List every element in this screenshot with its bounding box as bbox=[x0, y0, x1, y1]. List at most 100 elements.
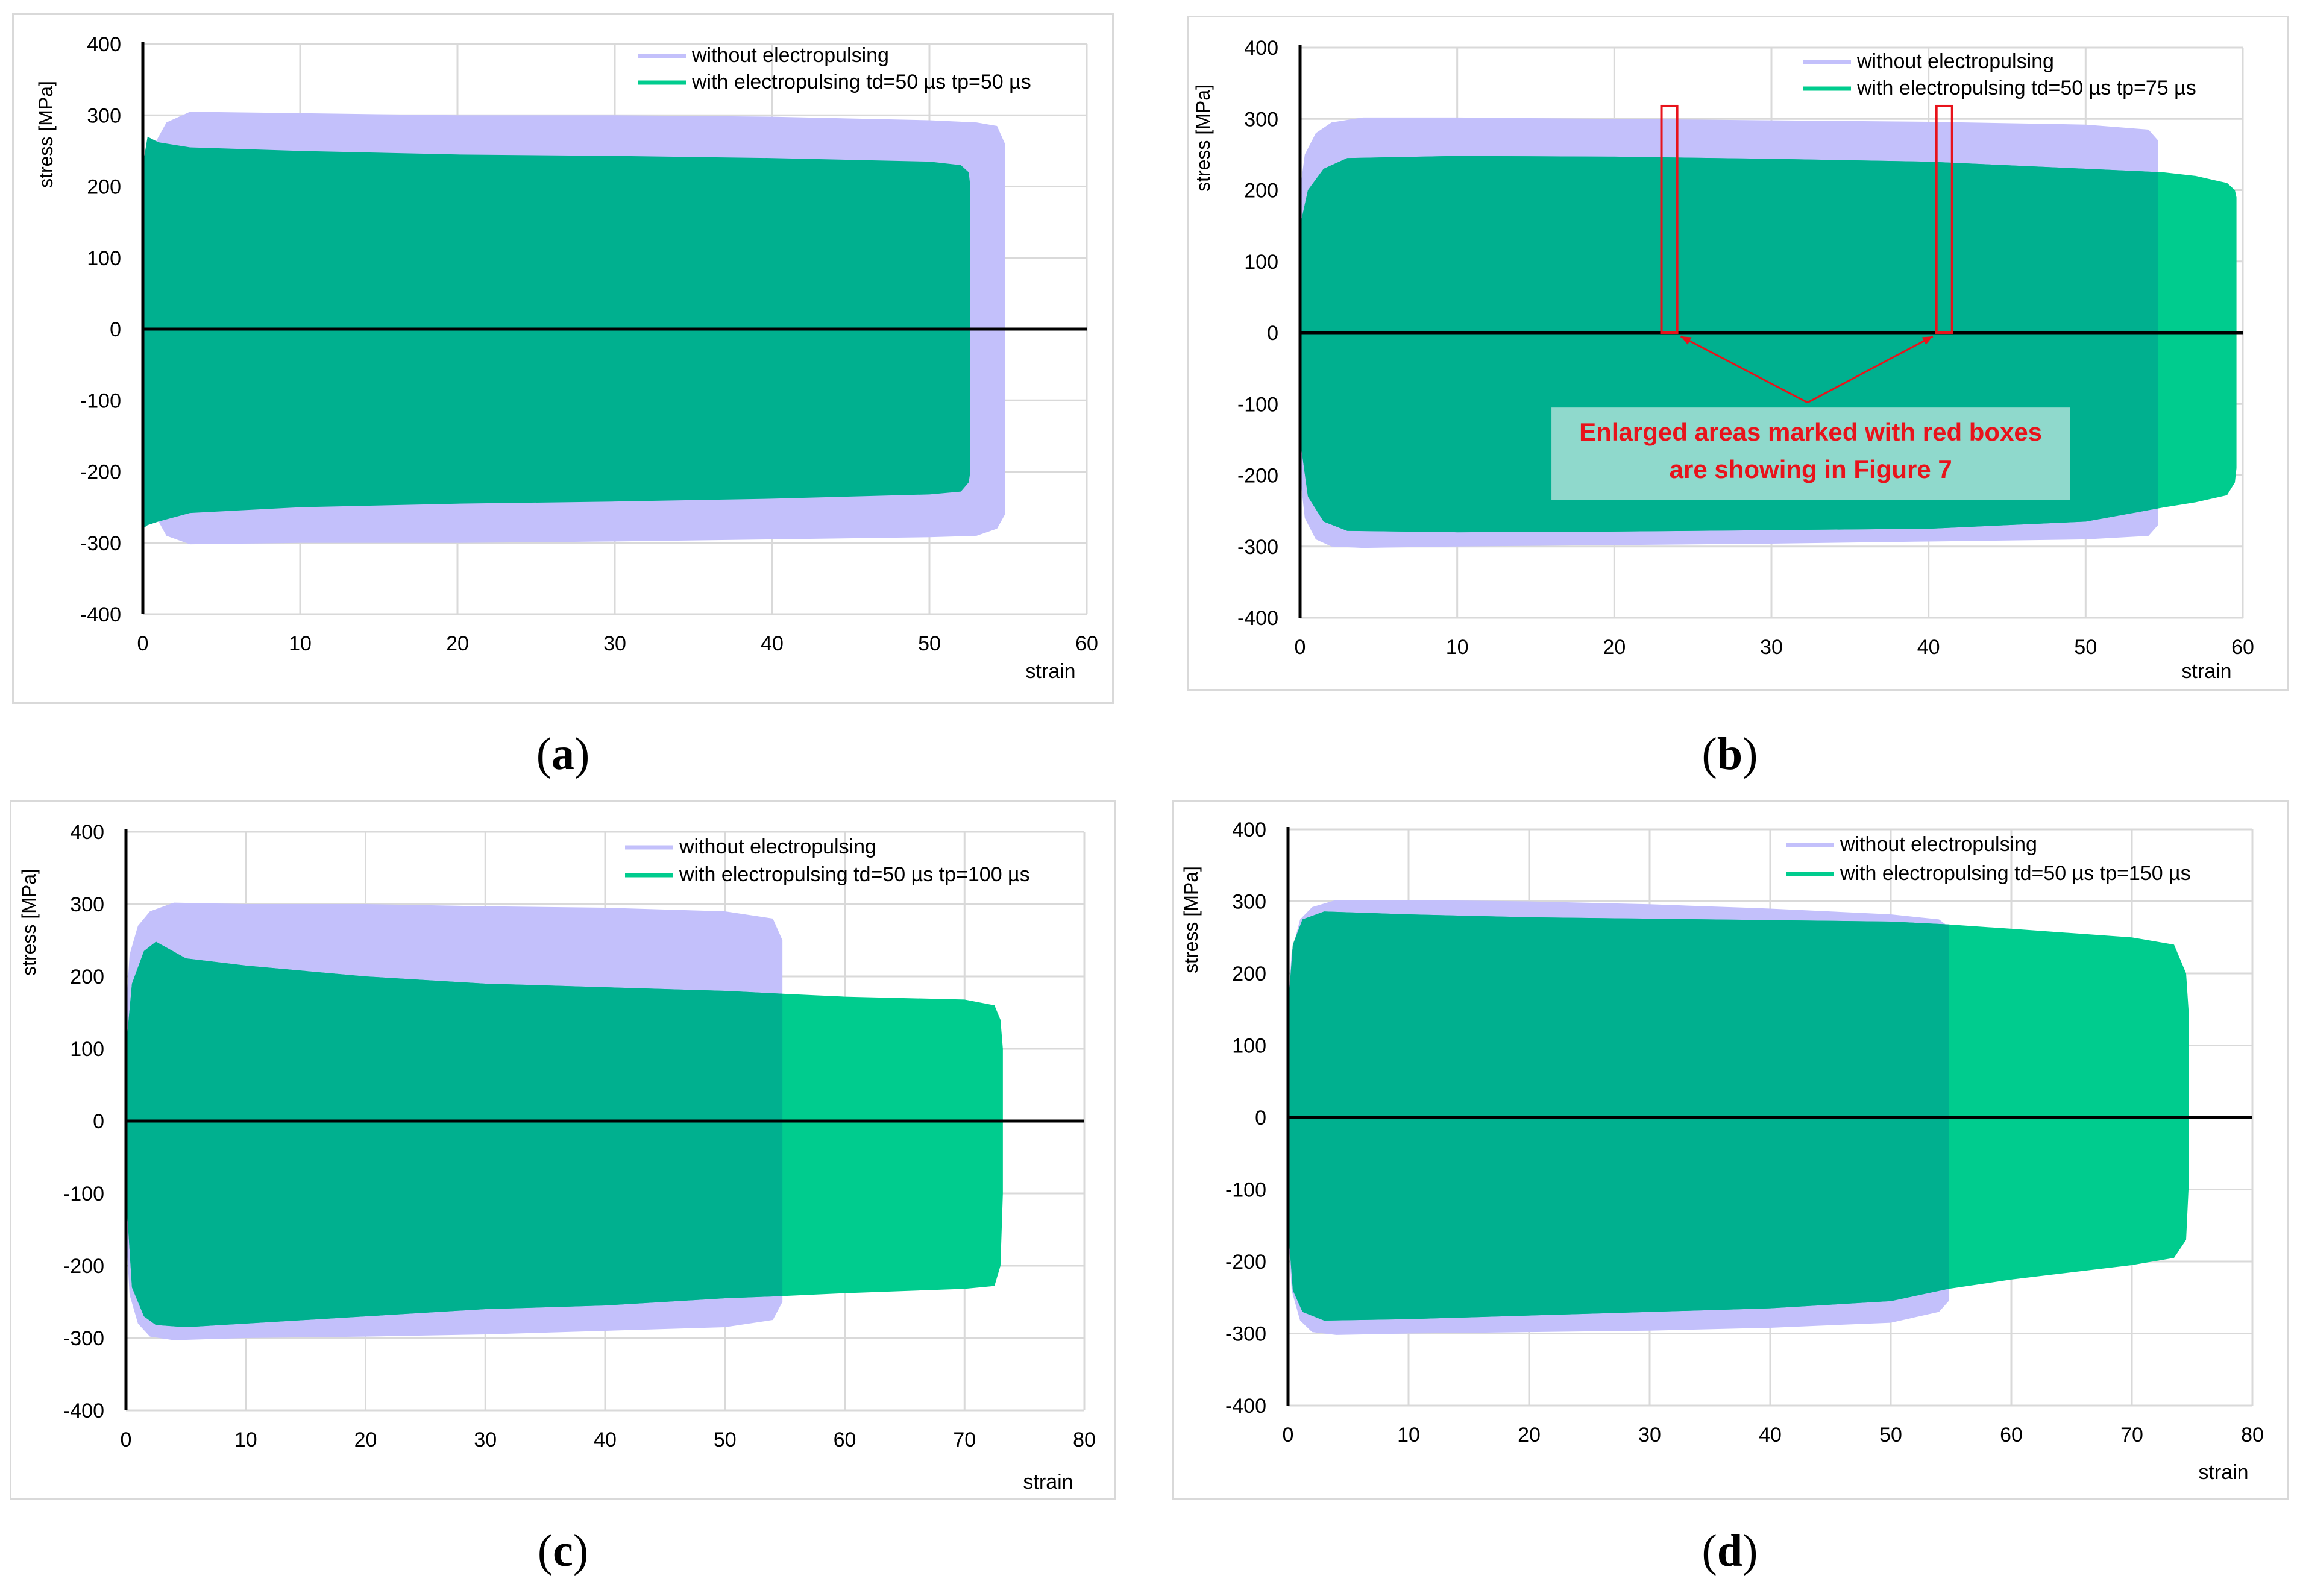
x-tick-label-c: 80 bbox=[1073, 1428, 1096, 1451]
y-tick-label-b: 0 bbox=[1267, 322, 1278, 345]
x-tick-label-a: 30 bbox=[603, 632, 626, 655]
y-tick-label-c: 300 bbox=[70, 893, 104, 916]
y-tick-label-d: -200 bbox=[1225, 1251, 1266, 1274]
y-tick-label-a: -200 bbox=[80, 461, 121, 484]
y-tick-label-b: -400 bbox=[1237, 607, 1278, 630]
y-tick-label-a: 300 bbox=[87, 104, 121, 127]
caption-c: (c) bbox=[537, 1525, 589, 1576]
y-tick-label-b: -300 bbox=[1237, 536, 1278, 559]
y-tick-label-a: 100 bbox=[87, 247, 121, 270]
y-tick-label-d: -400 bbox=[1225, 1395, 1266, 1418]
x-tick-label-b: 40 bbox=[1917, 636, 1940, 659]
x-tick-label-a: 10 bbox=[289, 632, 312, 655]
caption-d: (d) bbox=[1702, 1525, 1758, 1576]
y-tick-label-a: -300 bbox=[80, 532, 121, 555]
caption-b: (b) bbox=[1702, 729, 1758, 779]
y-tick-label-a: 0 bbox=[110, 318, 121, 341]
x-tick-label-a: 40 bbox=[761, 632, 784, 655]
y-tick-label-b: -100 bbox=[1237, 393, 1278, 416]
annotation-arrow-line-b bbox=[1807, 335, 1934, 404]
annotation-note-box-b bbox=[1551, 407, 2070, 500]
legend-label-c: with electropulsing td=50 µs tp=100 µs bbox=[679, 863, 1030, 886]
series-area-with-electropulsing-c bbox=[126, 941, 783, 1327]
legend-label-b: without electropulsing bbox=[1856, 50, 2054, 73]
y-tick-label-a: 200 bbox=[87, 176, 121, 199]
y-tick-label-c: 200 bbox=[70, 966, 104, 988]
x-tick-label-a: 60 bbox=[1075, 632, 1098, 655]
legend-label-d: with electropulsing td=50 µs tp=150 µs bbox=[1840, 862, 2191, 885]
x-tick-label-c: 50 bbox=[714, 1428, 737, 1451]
x-tick-label-d: 40 bbox=[1759, 1424, 1782, 1447]
x-tick-label-a: 50 bbox=[918, 632, 941, 655]
legend-label-a: without electropulsing bbox=[691, 44, 889, 67]
x-tick-label-d: 80 bbox=[2241, 1424, 2264, 1447]
annotation-arrowhead-b bbox=[1680, 336, 1692, 345]
annotation-note-text-b: are showing in Figure 7 bbox=[1670, 455, 1952, 483]
x-tick-label-d: 50 bbox=[1879, 1424, 1902, 1447]
y-axis-label-a: stress [MPa] bbox=[35, 81, 57, 188]
x-tick-label-b: 0 bbox=[1295, 636, 1306, 659]
y-tick-label-c: 0 bbox=[93, 1110, 104, 1133]
y-tick-label-d: 400 bbox=[1232, 818, 1266, 841]
y-tick-label-c: -200 bbox=[63, 1255, 104, 1278]
y-tick-label-b: 200 bbox=[1244, 180, 1278, 203]
x-tick-label-b: 60 bbox=[2231, 636, 2254, 659]
legend-label-b: with electropulsing td=50 µs tp=75 µs bbox=[1856, 77, 2196, 99]
y-tick-label-d: -300 bbox=[1225, 1323, 1266, 1346]
y-tick-label-a: 400 bbox=[87, 33, 121, 56]
y-axis-label-b: stress [MPa] bbox=[1192, 84, 1214, 192]
annotation-note-text-b: Enlarged areas marked with red boxes bbox=[1579, 418, 2042, 446]
chart-panel-a: 0 10 20 30 40 50 60 400 300 200 100 0 -100 -200 -300 -4… bbox=[12, 13, 1114, 704]
y-tick-label-b: 300 bbox=[1244, 108, 1278, 131]
y-tick-label-d: 100 bbox=[1232, 1035, 1266, 1058]
x-tick-label-d: 10 bbox=[1397, 1424, 1420, 1447]
annotation-arrowhead-b bbox=[1921, 336, 1933, 345]
y-tick-label-b: 100 bbox=[1244, 251, 1278, 274]
x-tick-label-c: 10 bbox=[234, 1428, 257, 1451]
x-tick-label-b: 50 bbox=[2074, 636, 2097, 659]
x-tick-label-b: 10 bbox=[1446, 636, 1469, 659]
x-tick-label-d: 70 bbox=[2120, 1424, 2143, 1447]
y-tick-label-c: -300 bbox=[63, 1327, 104, 1350]
x-tick-label-a: 20 bbox=[446, 632, 469, 655]
chart-svg-d: 0 10 20 30 40 50 60 70 80 400 300 200 100 0 -100 -200 -3… bbox=[1180, 818, 2264, 1484]
y-tick-label-d: -100 bbox=[1225, 1179, 1266, 1202]
annotation-arrow-line-b bbox=[1680, 335, 1808, 404]
y-tick-label-c: -100 bbox=[63, 1183, 104, 1205]
x-axis-label-b: strain bbox=[2181, 660, 2231, 683]
legend-label-c: without electropulsing bbox=[679, 835, 876, 858]
x-tick-label-a: 0 bbox=[137, 632, 149, 655]
x-tick-label-d: 0 bbox=[1283, 1424, 1294, 1447]
annotation-red-box-b bbox=[1660, 104, 1679, 334]
y-axis-label-c: stress [MPa] bbox=[18, 869, 40, 976]
x-tick-label-d: 30 bbox=[1638, 1424, 1661, 1447]
x-tick-label-d: 20 bbox=[1518, 1424, 1541, 1447]
legend-label-a: with electropulsing td=50 µs tp=50 µs bbox=[691, 71, 1031, 93]
chart-panel-d: 0 10 20 30 40 50 60 70 80 400 300 200 100 0 -100 -200 -3… bbox=[1172, 800, 2289, 1500]
x-tick-label-b: 30 bbox=[1760, 636, 1783, 659]
x-tick-label-c: 20 bbox=[354, 1428, 377, 1451]
chart-panel-b: 0 10 20 30 40 50 60 400 300 200 100 0 -100 -200 -300 -4… bbox=[1187, 16, 2289, 691]
chart-svg-b: 0 10 20 30 40 50 60 400 300 200 100 0 -100 -200 -300 -4… bbox=[1192, 37, 2254, 683]
y-tick-label-c: 400 bbox=[70, 821, 104, 844]
x-axis-label-c: strain bbox=[1023, 1471, 1073, 1494]
y-tick-label-d: 300 bbox=[1232, 891, 1266, 914]
x-tick-label-c: 60 bbox=[834, 1428, 856, 1451]
y-tick-label-c: -400 bbox=[63, 1400, 104, 1422]
annotation-red-box-b bbox=[1935, 104, 1953, 334]
y-tick-label-b: -200 bbox=[1237, 465, 1278, 488]
y-tick-label-d: 0 bbox=[1255, 1107, 1266, 1129]
x-tick-label-c: 0 bbox=[121, 1428, 132, 1451]
x-tick-label-b: 20 bbox=[1603, 636, 1626, 659]
x-tick-label-d: 60 bbox=[2000, 1424, 2023, 1447]
y-axis-label-d: stress [MPa] bbox=[1180, 866, 1202, 973]
x-axis-label-a: strain bbox=[1025, 660, 1075, 683]
y-tick-label-a: -100 bbox=[80, 389, 121, 412]
caption-a: (a) bbox=[536, 729, 590, 779]
y-tick-label-a: -400 bbox=[80, 603, 121, 626]
chart-svg-c: 0 10 20 30 40 50 60 70 80 400 300 200 100 0 -100 -200 -3… bbox=[18, 821, 1096, 1494]
y-tick-label-c: 100 bbox=[70, 1038, 104, 1061]
chart-svg-a: 0 10 20 30 40 50 60 400 300 200 100 0 -100 -200 -300 -4… bbox=[35, 33, 1098, 683]
legend-label-d: without electropulsing bbox=[1840, 833, 2037, 856]
x-tick-label-c: 40 bbox=[594, 1428, 617, 1451]
